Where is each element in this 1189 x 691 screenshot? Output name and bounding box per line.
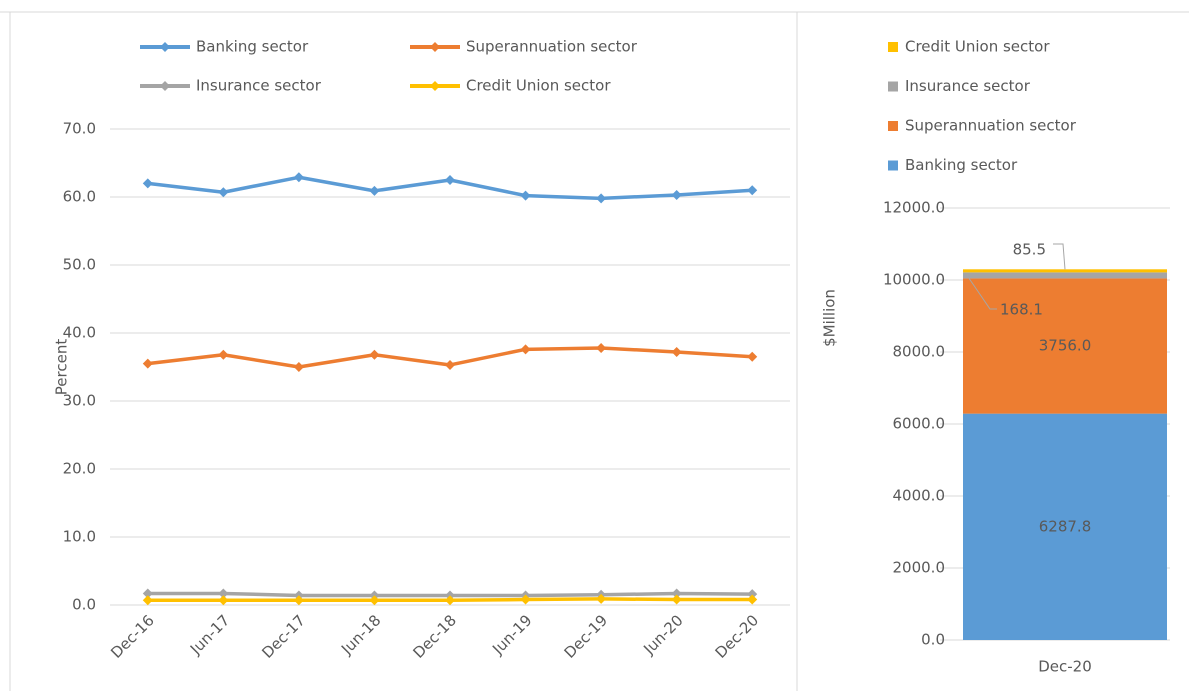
- bar-segment: [963, 269, 1167, 273]
- x-tick-label: Jun-20: [639, 611, 686, 658]
- legend-marker: [430, 81, 440, 91]
- data-label: 85.5: [1013, 241, 1046, 259]
- data-label: 6287.8: [1039, 517, 1092, 535]
- point-marker: [142, 595, 153, 606]
- point-marker: [142, 178, 153, 189]
- data-label: 3756.0: [1039, 337, 1092, 355]
- point-marker: [369, 595, 380, 606]
- point-marker: [218, 349, 229, 360]
- y-tick-label: 60.0: [63, 188, 96, 206]
- point-marker: [520, 344, 531, 355]
- legend-label: Insurance sector: [905, 77, 1031, 95]
- point-marker: [747, 351, 758, 362]
- legend-marker: [160, 42, 170, 52]
- y-tick-label: 30.0: [63, 392, 96, 410]
- y-tick-label: 4000.0: [893, 487, 946, 505]
- x-tick-label: Dec-19: [561, 611, 612, 662]
- legend-label: Banking sector: [905, 156, 1018, 174]
- x-tick-label: Jun-19: [488, 611, 535, 658]
- y-tick-label: 20.0: [63, 460, 96, 478]
- y-tick-label: 10.0: [63, 528, 96, 546]
- y-tick-label: 10000.0: [883, 271, 945, 289]
- point-marker: [747, 185, 758, 196]
- legend-label: Superannuation sector: [466, 38, 638, 56]
- point-marker: [369, 185, 380, 196]
- point-marker: [142, 358, 153, 369]
- y-tick-label: 0.0: [72, 596, 96, 614]
- point-marker: [445, 595, 455, 606]
- point-marker: [671, 588, 682, 599]
- point-marker: [596, 342, 607, 353]
- y-tick-label: 8000.0: [893, 343, 946, 361]
- legend-label: Banking sector: [196, 38, 309, 56]
- y-tick-label: 70.0: [63, 120, 96, 138]
- legend-swatch: [888, 81, 898, 92]
- frame: [0, 11, 1189, 691]
- legend-marker: [430, 42, 440, 52]
- bar-segment: [963, 272, 1167, 279]
- data-label: 168.1: [1000, 301, 1043, 319]
- point-marker: [218, 595, 229, 606]
- point-marker: [747, 594, 758, 605]
- point-marker: [520, 594, 531, 605]
- point-marker: [369, 349, 380, 360]
- y-tick-label: 40.0: [63, 324, 96, 342]
- point-marker: [445, 175, 455, 185]
- point-marker: [671, 594, 682, 605]
- bar-segment: [963, 278, 1167, 414]
- point-marker: [671, 189, 682, 200]
- y-tick-label: 0.0: [921, 631, 945, 649]
- x-tick-label: Dec-20: [712, 611, 763, 662]
- point-marker: [218, 187, 229, 198]
- legend-swatch: [888, 121, 898, 131]
- point-marker: [596, 593, 607, 604]
- y-tick-label: 6000.0: [893, 415, 946, 433]
- y-axis-label: $Million: [821, 289, 839, 347]
- point-marker: [671, 347, 682, 358]
- point-marker: [520, 190, 531, 201]
- legend-label: Credit Union sector: [466, 77, 611, 95]
- x-tick-label: Dec-16: [107, 611, 158, 662]
- x-tick-label: Dec-20: [1038, 658, 1092, 676]
- x-tick-label: Dec-18: [409, 611, 460, 662]
- legend-swatch: [888, 160, 898, 171]
- y-tick-label: 50.0: [63, 256, 96, 274]
- leader-line: [966, 275, 997, 310]
- legend-label: Credit Union sector: [905, 38, 1050, 56]
- leader-line: [1053, 243, 1066, 270]
- bar-segment: [963, 413, 1167, 640]
- point-marker: [596, 193, 607, 204]
- legend-label: Superannuation sector: [905, 117, 1077, 135]
- point-marker: [218, 588, 229, 599]
- legend-marker: [160, 81, 170, 91]
- y-axis-label: Percent: [53, 339, 71, 396]
- point-marker: [293, 172, 304, 183]
- point-marker: [142, 588, 153, 599]
- point-marker: [293, 362, 304, 372]
- legend-label: Insurance sector: [196, 77, 322, 95]
- point-marker: [445, 359, 455, 370]
- x-tick-label: Jun-17: [186, 611, 233, 658]
- y-tick-label: 12000.0: [883, 199, 945, 217]
- x-tick-label: Dec-17: [258, 611, 309, 662]
- legend-swatch: [888, 42, 898, 52]
- point-marker: [747, 589, 758, 600]
- x-tick-label: Jun-18: [337, 611, 384, 658]
- y-tick-label: 2000.0: [893, 559, 946, 577]
- point-marker: [293, 595, 304, 606]
